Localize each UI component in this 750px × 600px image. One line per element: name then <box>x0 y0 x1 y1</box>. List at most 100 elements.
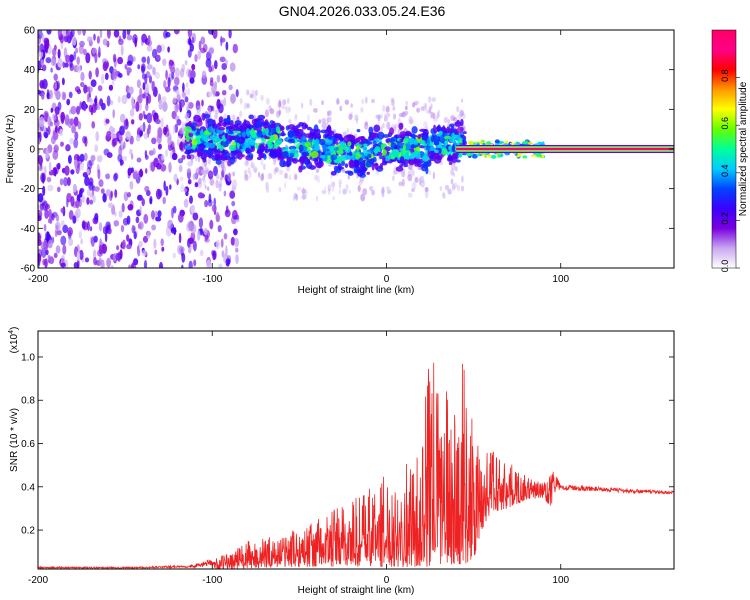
spectrogram-cell <box>328 110 332 116</box>
spectrogram-cell <box>137 94 143 104</box>
spectrogram-cell <box>301 151 310 157</box>
spectrogram-cell <box>93 33 96 41</box>
spectrogram-cell <box>208 110 212 116</box>
spectrogram-cell <box>198 40 202 51</box>
spectrogram-cell <box>209 178 215 186</box>
spectrogram-cell <box>38 44 42 52</box>
spectrogram-cell <box>178 165 183 173</box>
spectrogram-cell <box>229 135 233 142</box>
spectrogram-cell <box>429 146 436 151</box>
spectrogram-cell <box>318 157 323 165</box>
spectrogram-cell <box>331 186 335 192</box>
spectrogram-cell <box>57 186 61 193</box>
spectrogram-cell <box>148 75 153 84</box>
spectrogram-cell <box>356 145 360 151</box>
spectrogram-cell <box>244 174 249 182</box>
spectrogram-cell <box>401 171 406 178</box>
spectrogram-cell <box>245 89 250 96</box>
spectrogram-cell <box>257 114 266 120</box>
spectrogram-cell <box>112 68 118 80</box>
spectrogram-cell <box>327 116 332 123</box>
spectrogram-cell <box>251 131 257 139</box>
spectrogram-cell <box>304 124 309 129</box>
spectrogram-cell <box>195 167 200 173</box>
spectrogram-cell <box>39 165 43 172</box>
spectrogram-cell <box>202 179 206 187</box>
snr-series-line <box>38 362 674 569</box>
spectrogram-cell <box>197 181 203 189</box>
spectrogram-cell <box>218 126 226 131</box>
spectrogram-cell <box>245 128 250 135</box>
spectrogram-cell <box>203 142 212 146</box>
spectrogram-cell <box>262 163 266 171</box>
spectrogram-cell <box>298 144 304 152</box>
spectrogram-cell <box>165 149 169 158</box>
spectrogram-cell <box>153 238 157 249</box>
spectrogram-cell <box>433 137 439 146</box>
spectrogram-cell <box>418 140 426 145</box>
spectrogram-cell <box>86 168 90 176</box>
spectrogram-cell <box>144 185 150 193</box>
spectrogram-cell <box>126 92 131 99</box>
spectrogram-cell <box>420 106 425 111</box>
spectrogram-cell <box>386 189 392 195</box>
spectrogram-cell <box>385 113 391 118</box>
spectrogram-cell <box>89 192 94 199</box>
spectrogram-cell <box>161 154 165 161</box>
spectrogram-cell <box>212 137 218 144</box>
spectrogram-cell <box>139 124 144 131</box>
spectrogram-cell <box>53 144 59 153</box>
spectrogram-cell <box>121 239 126 250</box>
spectrogram-cell <box>143 259 148 268</box>
spectrogram-cell <box>223 190 227 197</box>
spectrogram-cell <box>176 91 180 100</box>
spectrogram-cell <box>535 152 542 158</box>
spectrogram-cell <box>131 224 136 234</box>
spectrogram-cell <box>79 249 84 261</box>
spectrogram-cell <box>117 56 124 65</box>
spectrogram-x-tick-label: -200 <box>28 274 48 285</box>
spectrogram-cell <box>47 115 51 127</box>
spectrogram-cell <box>231 179 238 190</box>
spectrogram-cell <box>74 159 78 170</box>
spectrogram-cell <box>192 240 197 252</box>
spectrogram-cell <box>382 155 386 164</box>
spectrogram-cell <box>269 108 275 115</box>
spectrogram-cell <box>296 186 302 191</box>
spectrogram-cell <box>113 220 120 227</box>
spectrogram-cell <box>139 129 144 137</box>
spectrogram-cell <box>379 155 384 160</box>
spectrogram-cell <box>369 185 374 191</box>
spectrogram-cell <box>75 105 81 115</box>
spectrogram-cell <box>163 126 167 136</box>
spectrogram-cell <box>456 119 460 124</box>
spectrogram-cell <box>55 90 61 101</box>
spectrogram-cell <box>86 189 91 197</box>
spectrogram-cell <box>339 142 346 148</box>
spectrogram-cell <box>117 72 123 79</box>
spectrogram-cell <box>203 227 208 236</box>
spectrogram-cell <box>161 246 165 252</box>
spectrogram-cell <box>202 113 211 119</box>
spectrogram-cell <box>239 110 243 118</box>
spectrogram-cell <box>44 112 49 123</box>
spectrogram-cell <box>82 30 86 36</box>
spectrogram-cell <box>285 106 291 114</box>
spectrogram-cell <box>97 154 103 161</box>
spectrogram-cell <box>509 142 516 145</box>
spectrogram-cell <box>109 100 114 106</box>
spectrogram-cell <box>209 219 214 230</box>
spectrogram-cell <box>115 252 121 261</box>
spectrogram-cell <box>260 94 264 101</box>
spectrogram-cell <box>135 101 140 112</box>
spectrogram-cell <box>212 106 215 113</box>
spectrogram-cell <box>145 95 149 106</box>
spectrogram-cell <box>200 47 206 54</box>
spectrogram-cell <box>323 122 328 127</box>
spectrogram-cell <box>267 148 274 153</box>
spectrogram-cell <box>56 80 61 90</box>
spectrogram-cell <box>54 81 58 90</box>
spectrogram-cell <box>359 141 363 145</box>
spectrogram-cell <box>444 184 450 191</box>
